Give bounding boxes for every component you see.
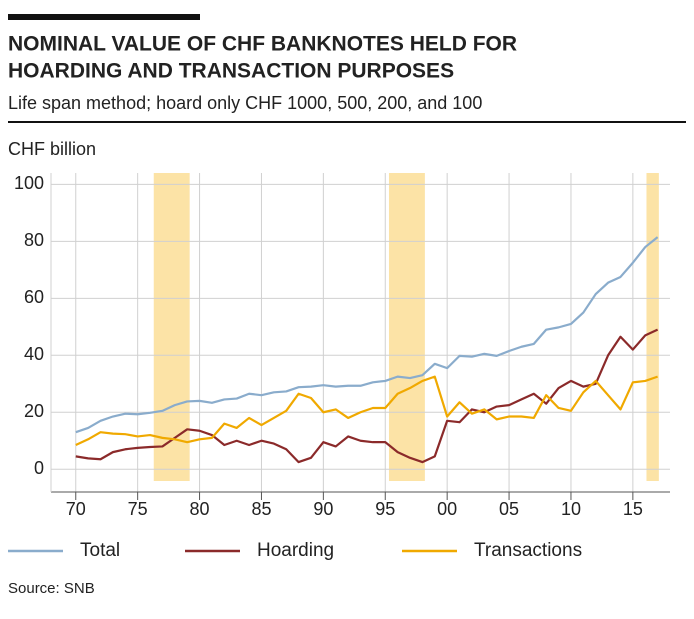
y-tick-label: 80: [24, 230, 44, 250]
y-axis-label: CHF billion: [8, 139, 96, 159]
y-tick-label: 20: [24, 401, 44, 421]
legend-label: Hoarding: [257, 540, 334, 561]
legend-label: Transactions: [474, 540, 582, 561]
x-tick-label: 70: [66, 499, 86, 519]
x-tick-label: 80: [190, 499, 210, 519]
chart-subtitle: Life span method; hoard only CHF 1000, 5…: [8, 93, 482, 113]
chart-title: NOMINAL VALUE OF CHF BANKNOTES HELD FOR: [8, 33, 517, 56]
y-tick-label: 100: [14, 173, 44, 193]
x-tick-label: 75: [128, 499, 148, 519]
x-tick-label: 90: [313, 499, 333, 519]
shaded-period: [388, 173, 425, 481]
x-tick-label: 95: [375, 499, 395, 519]
x-tick-label: 15: [623, 499, 643, 519]
legend-label: Total: [80, 540, 120, 561]
y-tick-label: 40: [24, 344, 44, 364]
shaded-period: [153, 173, 190, 481]
chart-title: HOARDING AND TRANSACTION PURPOSES: [8, 60, 454, 83]
x-tick-label: 10: [561, 499, 581, 519]
x-tick-label: 05: [499, 499, 519, 519]
title-bar: [8, 14, 200, 20]
x-tick-label: 00: [437, 499, 457, 519]
source: Source: SNB: [8, 580, 95, 597]
shaded-period: [646, 173, 659, 481]
series-line: [75, 375, 658, 447]
x-tick-label: 85: [251, 499, 271, 519]
y-tick-label: 60: [24, 287, 44, 307]
series-line: [75, 236, 659, 434]
y-tick-label: 0: [34, 458, 44, 478]
